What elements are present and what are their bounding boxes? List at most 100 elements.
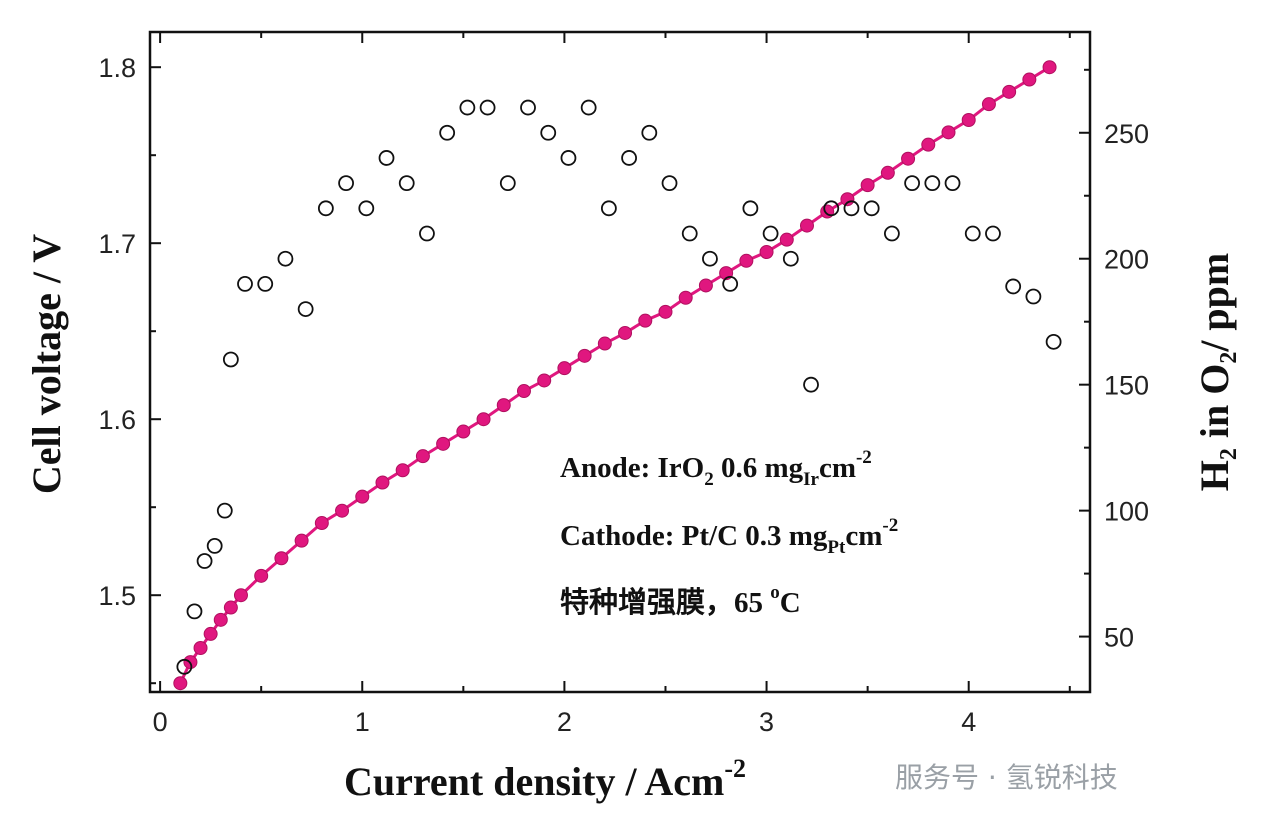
x-tick-label: 0 [153, 707, 168, 737]
voltage-point [456, 424, 471, 439]
voltage-point [173, 676, 188, 691]
y2-tick-label: 150 [1104, 371, 1149, 401]
y-tick-label: 1.8 [98, 53, 136, 83]
h2-point [722, 276, 739, 292]
h2-point [944, 175, 961, 192]
voltage-point [355, 489, 370, 504]
h2-point [883, 225, 900, 242]
voltage-series [173, 60, 1057, 691]
voltage-point [1002, 84, 1017, 99]
y-axis-title: Cell voltage / V [24, 234, 69, 494]
h2-point [176, 658, 193, 675]
voltage-point [961, 113, 976, 127]
h2-point [843, 200, 860, 217]
voltage-point [860, 178, 875, 193]
h2-point [479, 99, 496, 116]
h2-point [419, 225, 435, 242]
h2-point [257, 276, 274, 292]
h2-point [742, 200, 759, 217]
h2-point [237, 276, 253, 292]
voltage-point [213, 612, 228, 627]
h2-point [186, 603, 203, 620]
x-axis-ticks: 0 1 2 3 4 [153, 32, 1071, 737]
y-tick-label: 1.5 [98, 581, 136, 611]
voltage-point [294, 533, 309, 548]
h2-point [762, 225, 779, 242]
voltage-point [739, 253, 754, 268]
h2-point [702, 250, 718, 267]
h2-point [661, 175, 678, 192]
h2-point [358, 200, 375, 217]
h2-point [378, 150, 395, 166]
voltage-point [779, 232, 794, 247]
voltage-point [658, 304, 673, 319]
h2-point [924, 175, 941, 192]
y-tick-label: 1.6 [98, 405, 136, 435]
voltage-point [799, 218, 814, 233]
voltage-point [597, 336, 612, 351]
h2-point [985, 225, 1001, 242]
h2-point [560, 150, 577, 166]
h2-point [964, 225, 981, 242]
voltage-point [274, 551, 289, 566]
h2-point [904, 175, 921, 192]
h2-point [1045, 333, 1062, 350]
h2-point [782, 250, 799, 267]
voltage-point [476, 412, 491, 427]
h2-point [459, 99, 476, 116]
h2-series [176, 99, 1062, 675]
h2-point [863, 200, 880, 217]
voltage-point [840, 192, 855, 207]
y-tick-label: 1.7 [98, 229, 136, 259]
voltage-point [921, 137, 936, 152]
voltage-point [496, 398, 511, 413]
voltage-point [698, 278, 713, 293]
voltage-point [901, 151, 916, 166]
annotation-cathode: Cathode: Pt/C 0.3 mgPtcm-2 [560, 515, 898, 558]
h2-point [297, 301, 314, 317]
h2-point [540, 124, 557, 141]
voltage-point [759, 245, 774, 259]
voltage-point [1022, 72, 1037, 87]
h2-point [338, 175, 354, 192]
y2-tick-label: 250 [1104, 119, 1149, 149]
h2-point [439, 124, 456, 141]
x-axis-title: Current density / Acm-2 [344, 754, 746, 804]
h2-point [206, 537, 223, 554]
h2-point [621, 150, 637, 166]
h2-point [803, 376, 819, 393]
voltage-point [395, 463, 410, 478]
voltage-point [880, 165, 895, 180]
voltage-point [314, 516, 329, 531]
x-tick-label: 2 [557, 707, 572, 737]
x-tick-label: 1 [355, 707, 370, 737]
h2-point [580, 99, 597, 116]
h2-point [277, 250, 294, 267]
watermark: 服务号 · 氢锐科技 [895, 761, 1118, 794]
voltage-point [1042, 60, 1057, 75]
y-axis-ticks: 1.5 1.6 1.7 1.8 [98, 53, 161, 685]
h2-point [196, 553, 213, 569]
voltage-point [638, 313, 653, 328]
y2-tick-label: 100 [1104, 497, 1149, 527]
x-tick-label: 4 [961, 707, 976, 737]
voltage-point [557, 361, 572, 376]
annotation-anode: Anode: IrO2 0.6 mgIrcm-2 [560, 447, 872, 490]
voltage-point [415, 449, 430, 464]
h2-point [1005, 278, 1022, 295]
y2-axis-title: H₂ in O₂/ ppm [1192, 253, 1237, 492]
h2-point [398, 175, 415, 192]
y2-tick-label: 200 [1104, 245, 1149, 275]
h2-point [681, 225, 698, 242]
h2-point [317, 200, 334, 217]
voltage-point [233, 588, 248, 603]
plot-frame [148, 30, 1092, 694]
h2-point [641, 124, 658, 141]
h2-point [520, 99, 536, 116]
voltage-point [193, 641, 208, 655]
h2-point [499, 175, 516, 192]
h2-point [1025, 288, 1042, 305]
voltage-point [981, 97, 996, 112]
annotation-membrane: 特种增强膜，65 oC [560, 582, 801, 619]
